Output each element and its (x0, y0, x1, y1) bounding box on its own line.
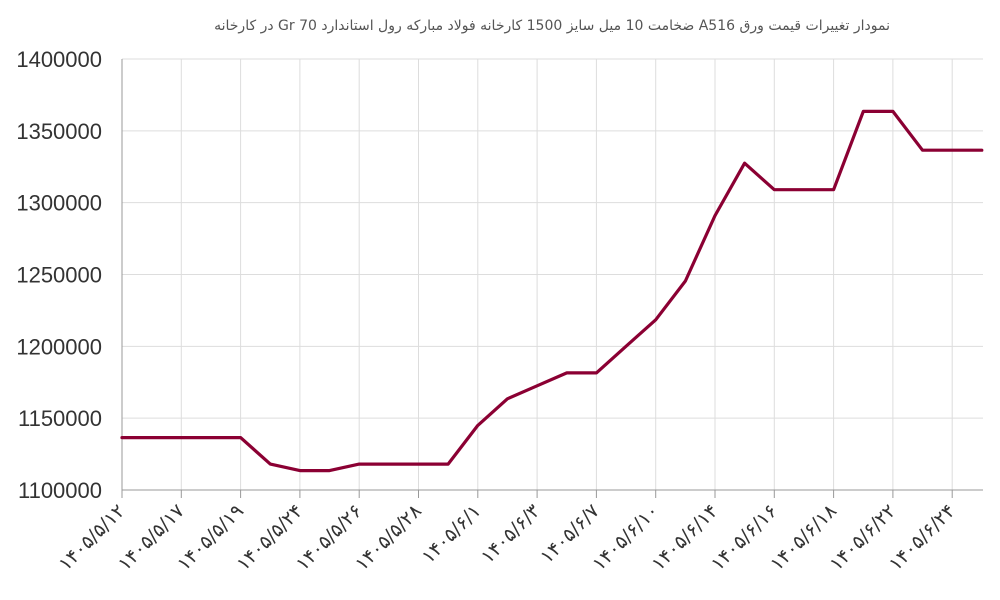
x-tick-label: ۱۴۰۵/۶/۳ (477, 500, 545, 568)
y-tick-label: 1400000 (16, 47, 102, 72)
y-tick-label: 1300000 (16, 191, 102, 216)
series-line (120, 109, 984, 473)
x-tick-labels: ۱۴۰۵/۵/۱۲۱۴۰۵/۵/۱۷۱۴۰۵/۵/۱۹۱۴۰۵/۵/۲۴۱۴۰۵… (54, 500, 959, 575)
y-tick-label: 1250000 (16, 263, 102, 288)
x-tick-label: ۱۴۰۵/۶/۱ (417, 500, 485, 568)
series-lines (120, 109, 984, 473)
y-tick-label: 1350000 (16, 119, 102, 144)
axes (121, 59, 983, 498)
grid-lines (121, 58, 983, 491)
y-tick-label: 1150000 (18, 406, 102, 431)
chart-title: نمودار تغییرات قیمت ورق A516 ضخامت 10 می… (214, 18, 890, 34)
y-tick-labels: 1100000 1150000 1200000 1250000 1300000 13500… (16, 47, 102, 503)
y-tick-label: 1100000 (18, 478, 102, 503)
y-tick-label: 1200000 (16, 334, 102, 359)
